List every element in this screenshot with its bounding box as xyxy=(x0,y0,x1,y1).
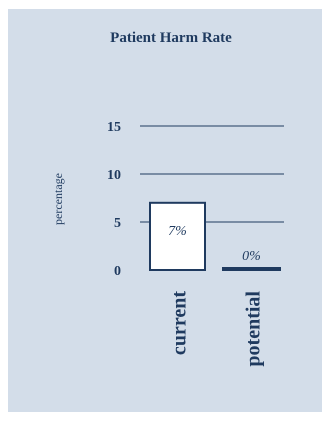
data-label-potential: 0% xyxy=(242,249,261,264)
bar-potential xyxy=(222,267,281,271)
y-tick-label: 15 xyxy=(107,120,121,135)
chart-title: Patient Harm Rate xyxy=(110,30,232,46)
y-tick-label: 5 xyxy=(114,216,121,231)
data-label-current: 7% xyxy=(168,224,187,239)
y-tick-label: 0 xyxy=(114,264,121,279)
y-tick-label: 10 xyxy=(107,168,121,183)
category-label-potential: potential xyxy=(243,291,265,367)
category-label-current: current xyxy=(169,291,191,355)
y-axis-label: percentage xyxy=(51,173,65,225)
bar-current xyxy=(149,201,206,271)
